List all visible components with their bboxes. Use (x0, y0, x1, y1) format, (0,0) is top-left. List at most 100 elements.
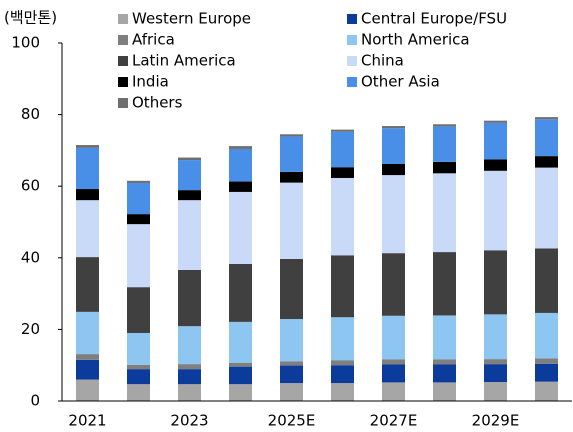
legend-swatch (118, 35, 128, 45)
bar-segment (433, 173, 456, 253)
bar-segment (127, 224, 150, 288)
bar-segment (535, 381, 558, 401)
legend-label: Western Europe (132, 10, 251, 28)
bar-segment (76, 200, 99, 258)
bar-segment (331, 360, 354, 366)
y-axis-label: (백만톤) (4, 9, 57, 27)
bar-segment (484, 364, 507, 383)
bar-segment (535, 248, 558, 313)
bar-segment (229, 321, 252, 363)
legend-swatch (347, 35, 357, 45)
bar-segment (535, 156, 558, 168)
bar-segment (229, 362, 252, 367)
bar-segment (178, 326, 201, 365)
legend-label: Other Asia (361, 73, 440, 91)
bar-segment (127, 369, 150, 385)
legend-swatch (347, 14, 357, 24)
y-tick-label: 60 (21, 177, 40, 195)
bar-segment (127, 384, 150, 401)
y-tick-label: 40 (21, 248, 40, 266)
bar-segment (484, 122, 507, 160)
legend-label: Central Europe/FSU (361, 10, 507, 28)
bar-segment (382, 364, 405, 383)
bar-segment (433, 315, 456, 360)
bar-segment (76, 354, 99, 360)
bar-segment (76, 145, 99, 148)
bar-segment (229, 181, 252, 192)
legend-swatch (118, 77, 128, 87)
bar-segment (484, 359, 507, 365)
bar-segment (127, 180, 150, 183)
bar-segment (331, 365, 354, 384)
bar-segment (382, 175, 405, 254)
bar-segment (433, 364, 456, 383)
bar-segment (280, 134, 303, 137)
legend-label: North America (361, 31, 470, 49)
bar-segment (331, 131, 354, 168)
bar-segment (382, 128, 405, 165)
legend-swatch (347, 56, 357, 66)
bar-segment (178, 369, 201, 385)
bar-segment (331, 129, 354, 132)
bar-segment (331, 167, 354, 178)
bar-segment (433, 124, 456, 127)
bar-segment (382, 382, 405, 401)
bar-segment (484, 170, 507, 251)
legend-label: Latin America (132, 52, 236, 70)
bar-segment (535, 167, 558, 249)
bar-segment (382, 126, 405, 129)
legend-label: Others (132, 94, 183, 112)
bar-segment (433, 359, 456, 365)
bar-segment (76, 257, 99, 312)
bar-segment (382, 253, 405, 316)
bar-segment (76, 379, 99, 401)
x-tick-label: 2025E (268, 412, 316, 430)
bar-segment (382, 359, 405, 365)
bar-segment (280, 136, 303, 172)
bar-segment (382, 164, 405, 176)
legend-swatch (118, 98, 128, 108)
bar-segment (433, 382, 456, 401)
bar-segment (331, 177, 354, 256)
bar-segment (484, 120, 507, 123)
legend-label: India (132, 73, 169, 91)
bar-segment (229, 148, 252, 182)
bar-segment (280, 171, 303, 183)
bar-segment (535, 363, 558, 382)
bar-segment (280, 365, 303, 384)
bar-segment (76, 189, 99, 201)
x-tick-label: 2027E (370, 412, 418, 430)
bar-segment (76, 147, 99, 190)
bar-segment (127, 332, 150, 365)
bar-segment (127, 182, 150, 215)
bar-segment (433, 161, 456, 174)
bar-segment (178, 269, 201, 327)
y-tick-label: 100 (11, 34, 40, 52)
bar-segment (331, 383, 354, 401)
bar-segment (229, 366, 252, 385)
y-tick-label: 20 (21, 320, 40, 338)
bar-segment (280, 258, 303, 320)
bar-segment (178, 190, 201, 201)
legend-swatch (118, 14, 128, 24)
y-tick-label: 80 (21, 105, 40, 123)
bar-segment (229, 384, 252, 401)
legend-label: Africa (132, 31, 175, 49)
bar-segment (484, 159, 507, 171)
bar-segment (178, 384, 201, 401)
legend-label: China (361, 52, 404, 70)
bar-segment (535, 312, 558, 359)
legend-swatch (347, 77, 357, 87)
bar-segment (127, 364, 150, 370)
bar-segment (280, 182, 303, 259)
bar-segment (382, 315, 405, 360)
legend-swatch (118, 56, 128, 66)
bar-segment (331, 255, 354, 318)
bar-segment (280, 383, 303, 401)
bar-segment (280, 361, 303, 366)
bar-segment (433, 126, 456, 162)
bar-segment (433, 252, 456, 316)
bar-segment (535, 117, 558, 120)
bar-segment (178, 160, 201, 191)
